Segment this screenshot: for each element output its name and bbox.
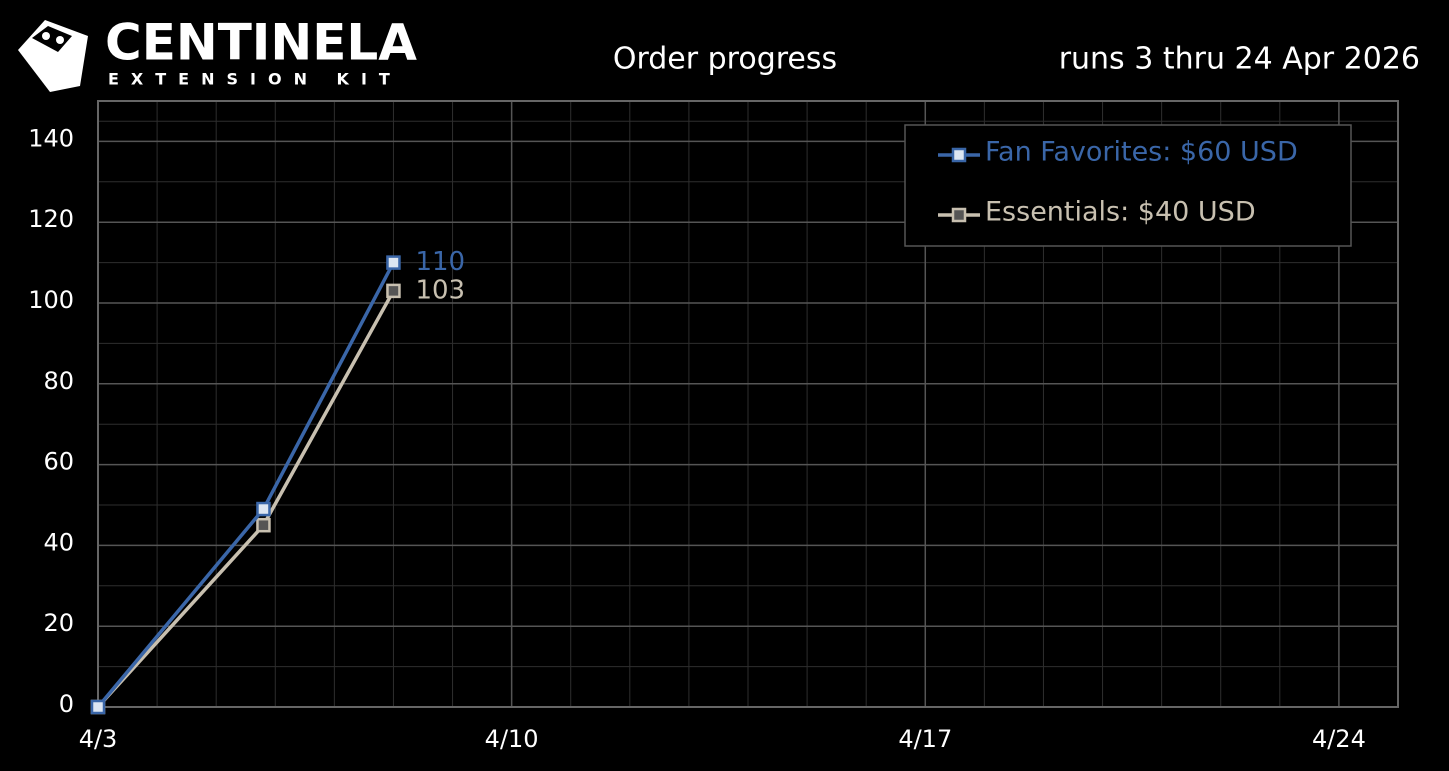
chart-title: Order progress bbox=[613, 42, 837, 77]
brand: CENTINELA bbox=[105, 14, 417, 72]
chart-subtitle: runs 3 thru 24 Apr 2026 bbox=[1059, 42, 1420, 77]
data-point bbox=[256, 501, 271, 517]
x-tick-label: 4/3 bbox=[79, 725, 118, 753]
y-tick-label: 40 bbox=[43, 528, 74, 556]
y-tick-label: 0 bbox=[59, 690, 74, 718]
data-label: 110 bbox=[415, 247, 465, 277]
data-point bbox=[90, 699, 106, 715]
legend-label: Essentials: $40 USD bbox=[985, 197, 1256, 228]
legend: Fan Favorites: $60 USD Essentials: $40 US… bbox=[904, 124, 1352, 247]
data-point bbox=[256, 517, 271, 533]
plot-frame bbox=[97, 100, 1399, 708]
legend-marker bbox=[951, 207, 967, 223]
x-tick-label: 4/17 bbox=[898, 725, 952, 753]
y-tick-label: 20 bbox=[43, 609, 74, 637]
y-tick-label: 120 bbox=[28, 205, 74, 233]
y-tick-label: 100 bbox=[28, 286, 74, 314]
data-label: 103 bbox=[415, 275, 465, 305]
legend-label: Fan Favorites: $60 USD bbox=[985, 137, 1298, 168]
y-tick-label: 60 bbox=[43, 448, 74, 476]
y-tick-label: 80 bbox=[43, 367, 74, 395]
y-tick-label: 140 bbox=[28, 124, 74, 152]
data-point bbox=[386, 283, 401, 299]
logo-icon bbox=[18, 20, 88, 92]
legend-marker bbox=[951, 147, 967, 163]
data-point bbox=[386, 255, 401, 270]
brand-subtitle: EXTENSION KIT bbox=[108, 70, 402, 89]
legend-box bbox=[904, 124, 1352, 247]
x-tick-label: 4/10 bbox=[485, 725, 539, 753]
x-tick-label: 4/24 bbox=[1312, 725, 1366, 753]
